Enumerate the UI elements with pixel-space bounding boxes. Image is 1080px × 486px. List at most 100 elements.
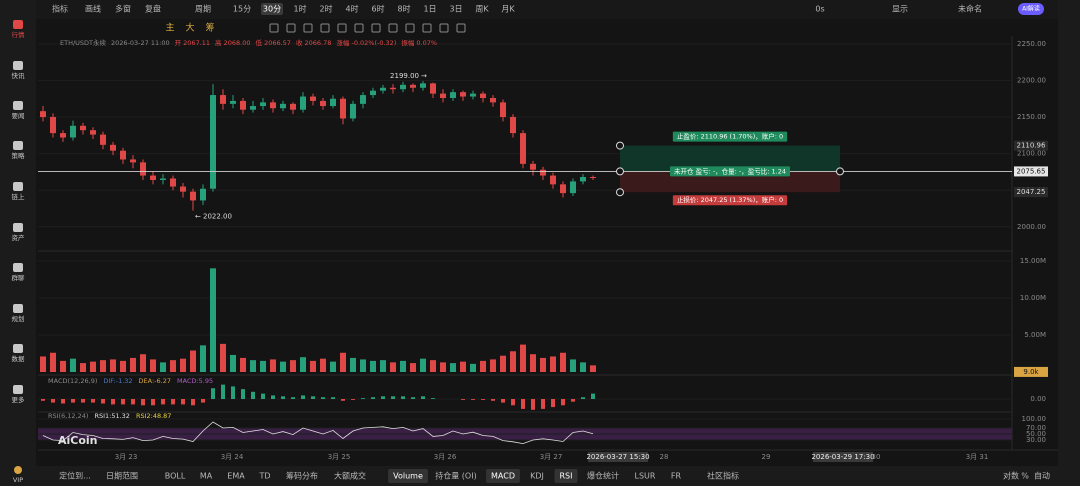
indicator-button[interactable]: 日期范围 [106,471,138,481]
indicator-button[interactable]: EMA [227,472,245,481]
toolbar-item[interactable]: 指标 [52,4,68,14]
tool-icon[interactable] [303,23,313,33]
indicator-button[interactable]: 持仓量 (OI) [435,471,476,481]
sidebar-label[interactable]: 群聊 [12,273,26,282]
indicator-button[interactable]: KDJ [530,472,544,481]
period-button[interactable]: 3日 [449,5,462,14]
indicator-button[interactable]: 大额成交 [334,471,366,481]
sidebar-label[interactable]: 资产 [12,233,26,242]
period-button[interactable]: 2时 [319,4,332,14]
sidebar-icon[interactable] [14,466,22,474]
sidebar-icon[interactable] [13,223,23,232]
high-arrow: → [421,72,427,80]
tool-icon[interactable] [354,23,364,33]
candle-body [190,191,196,201]
sidebar-icon[interactable] [13,385,23,394]
candle-body [440,93,446,98]
stop-loss-label: 止损价: 2047.25 (1.37%)，账户: 0 [677,195,783,204]
tool-icon[interactable] [286,23,296,33]
bottom-right-item[interactable]: % [1021,472,1029,481]
ai-button[interactable] [1018,3,1044,15]
period-button[interactable]: 30分 [263,5,281,14]
toolbar-item[interactable]: 多窗 [115,4,131,14]
volume-bar [450,363,456,372]
mode-button[interactable]: 主 [165,22,174,34]
sidebar-label[interactable]: 要闻 [12,111,25,120]
order-handle[interactable] [616,167,624,176]
sidebar-icon[interactable] [13,101,23,110]
order-handle[interactable] [616,141,624,150]
indicator-active[interactable] [388,469,428,483]
period-button[interactable]: 月K [501,5,515,14]
sidebar-label[interactable]: 策略 [12,151,26,160]
sidebar-icon[interactable] [13,344,23,353]
sidebar-label[interactable]: 规划 [12,314,25,323]
tool-icon[interactable] [422,23,432,33]
period-button[interactable]: 8时 [397,4,410,14]
indicator-active[interactable] [554,469,578,483]
candle-body [370,90,376,96]
indicator-button[interactable]: 定位到... [59,471,91,481]
candle-body [220,95,226,104]
indicator-button[interactable]: RSI [560,472,573,481]
y-tick-label: 2250.00 [1017,40,1046,48]
indicator-button[interactable]: 社区指标 [707,471,739,481]
indicator-button[interactable]: 筹码分布 [286,471,318,481]
macd-bar [541,399,545,409]
sidebar-label[interactable]: 数据 [12,354,26,363]
indicator-button[interactable]: TD [258,472,270,481]
indicator-button[interactable]: Volume [393,472,423,481]
indicator-button[interactable]: LSUR [635,472,656,481]
order-handle[interactable] [616,188,624,197]
sidebar-icon[interactable] [13,20,23,29]
toolbar-right-item[interactable]: 0s [815,5,824,14]
period-button[interactable]: 1日 [423,5,436,14]
mode-button[interactable]: 筹 [205,22,214,34]
bottom-right-item[interactable]: 对数 [1003,471,1019,481]
volume-bar [530,354,536,372]
period-button[interactable]: 周K [475,5,489,14]
sidebar-icon[interactable] [13,182,23,191]
tool-icon[interactable] [405,23,415,33]
order-handle[interactable] [836,167,844,176]
volume-bar [170,360,176,372]
sidebar-label[interactable]: VIP [13,476,23,484]
sidebar-icon[interactable] [13,263,23,272]
toolbar-item[interactable]: 周期 [195,5,211,14]
period-button[interactable]: 15分 [233,5,251,14]
tool-icon[interactable] [456,23,466,33]
tool-icon[interactable] [388,23,398,33]
sidebar-icon[interactable] [13,304,23,313]
macd-bar [171,399,175,405]
toolbar-right-item[interactable]: 未命名 [958,4,982,14]
sidebar-icon[interactable] [13,61,23,70]
tool-icon[interactable] [439,23,449,33]
sidebar-label[interactable]: 快讯 [12,71,26,80]
indicator-button[interactable]: MACD [491,472,515,481]
tool-icon[interactable] [337,23,347,33]
indicator-button[interactable]: 爆仓统计 [587,471,619,481]
bottom-right-item[interactable]: 自动 [1034,471,1050,481]
period-button[interactable]: 1时 [293,4,306,14]
mode-button[interactable]: 大 [185,22,194,34]
sidebar-label[interactable]: 更多 [12,395,26,404]
period-active[interactable] [261,3,283,15]
indicator-active[interactable] [486,469,520,483]
macd-bar [261,393,265,399]
indicator-button[interactable]: BOLL [165,472,186,481]
period-button[interactable]: 4时 [345,4,358,14]
sidebar-label[interactable]: 行情 [12,30,26,39]
tool-icon[interactable] [269,23,279,33]
tool-icon[interactable] [371,23,381,33]
indicator-button[interactable]: FR [671,472,682,481]
ai-button-label[interactable]: AI解读 [1022,5,1040,13]
macd-bar [291,397,295,399]
toolbar-right-item[interactable]: 显示 [892,5,908,14]
tool-icon[interactable] [320,23,330,33]
period-button[interactable]: 6时 [371,4,384,14]
sidebar-label[interactable]: 链上 [12,192,26,201]
toolbar-item[interactable]: 复盘 [145,4,161,14]
sidebar-icon[interactable] [13,141,23,150]
toolbar-item[interactable]: 画线 [85,4,101,14]
indicator-button[interactable]: MA [200,472,213,481]
